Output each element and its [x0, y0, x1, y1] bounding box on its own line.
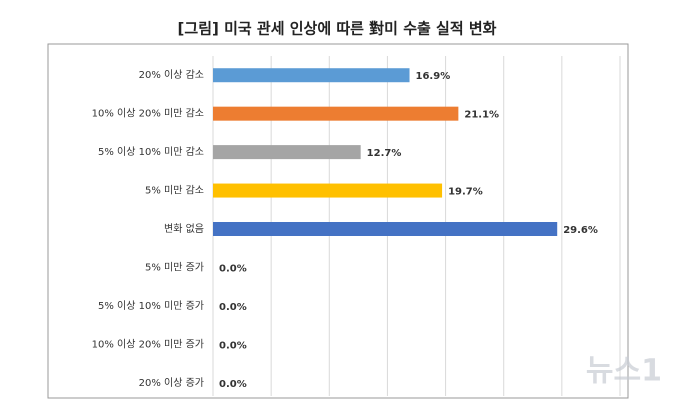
bar — [213, 222, 558, 236]
value-label: 29.6% — [563, 225, 598, 236]
bar — [213, 68, 410, 83]
y-tick-label: 10% 이상 20% 미만 증가 — [92, 338, 204, 350]
bar — [213, 106, 459, 121]
y-tick-label: 5% 미만 감소 — [145, 185, 204, 197]
value-label: 21.1% — [464, 110, 499, 121]
y-tick-label: 20% 이상 감소 — [139, 69, 204, 81]
plot-frame — [47, 43, 629, 399]
value-label: 12.7% — [367, 148, 402, 159]
y-tick-label: 5% 이상 10% 미만 감소 — [98, 146, 204, 158]
y-tick-label: 20% 이상 증가 — [139, 377, 204, 389]
watermark: 뉴스1 — [586, 354, 662, 389]
value-label: 19.7% — [448, 187, 483, 198]
value-label: 0.0% — [219, 302, 247, 313]
y-tick-label: 5% 미만 증가 — [145, 261, 204, 273]
value-label: 0.0% — [219, 340, 247, 351]
chart-title: [그림] 미국 관세 인상에 따른 對미 수출 실적 변화 — [178, 20, 497, 38]
bar — [213, 145, 361, 160]
y-tick-label: 5% 이상 10% 미만 증가 — [98, 300, 204, 312]
y-tick-label: 변화 없음 — [164, 222, 204, 235]
value-label: 0.0% — [219, 379, 247, 390]
value-label: 0.0% — [219, 263, 247, 274]
y-tick-label: 10% 이상 20% 미만 감소 — [92, 108, 204, 120]
bar — [213, 183, 443, 198]
value-label: 16.9% — [416, 71, 451, 82]
